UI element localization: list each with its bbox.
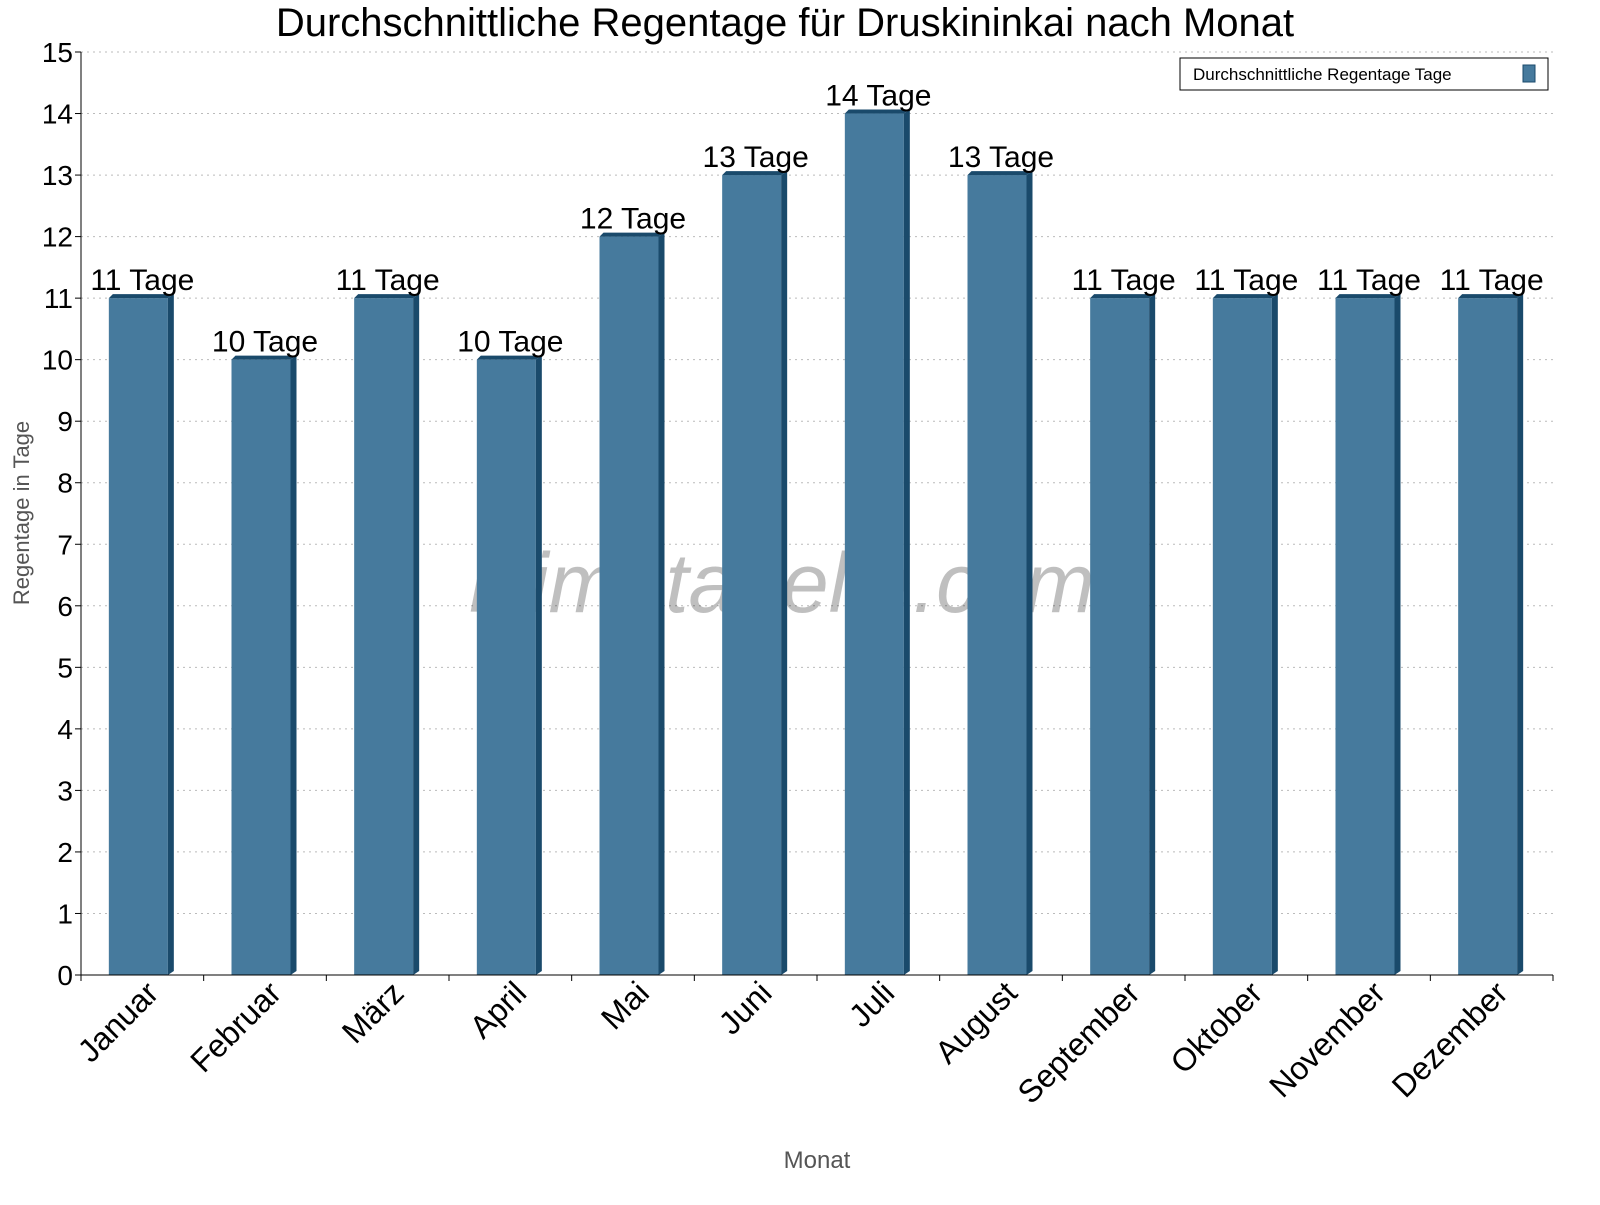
x-tick-label: April xyxy=(463,974,534,1045)
bars: 11 Tage 10 Tage 11 Tage 10 Tage 12 Tage 13 Ta… xyxy=(90,80,1544,976)
data-label: 13 Tage xyxy=(703,141,809,174)
y-tick-label: 4 xyxy=(57,714,73,745)
data-label: 11 Tage xyxy=(90,264,194,297)
bar xyxy=(599,236,659,976)
bar xyxy=(1335,298,1395,976)
data-label: 11 Tage xyxy=(1072,264,1176,297)
bar-side xyxy=(903,109,910,976)
y-tick-label: 6 xyxy=(57,591,73,622)
bar xyxy=(967,175,1027,976)
y-tick-label: 8 xyxy=(57,468,73,499)
bar-top xyxy=(599,232,665,237)
bar xyxy=(1212,298,1272,976)
data-label: 10 Tage xyxy=(457,326,563,359)
bar xyxy=(354,298,414,976)
x-tick-label: September xyxy=(1010,974,1146,1110)
bar-side xyxy=(1517,294,1524,976)
data-label: 11 Tage xyxy=(1317,264,1421,297)
data-label: 11 Tage xyxy=(1194,264,1298,297)
bar-side xyxy=(781,171,788,976)
legend-box xyxy=(1179,57,1549,91)
bar xyxy=(476,359,536,976)
bar-top xyxy=(476,355,542,360)
x-tick-label: August xyxy=(928,974,1024,1070)
y-tick-label: 12 xyxy=(42,222,73,253)
x-tick-label: Juli xyxy=(842,974,901,1033)
data-label: 12 Tage xyxy=(580,203,686,236)
y-tick-label: 9 xyxy=(57,406,73,437)
data-label: 10 Tage xyxy=(212,326,318,359)
x-tick-label: Oktober xyxy=(1163,974,1269,1080)
bar-top xyxy=(1458,294,1524,299)
y-tick-label: 11 xyxy=(44,283,73,314)
bar-side xyxy=(1026,171,1033,976)
bar xyxy=(844,113,904,976)
bar-top xyxy=(722,171,788,176)
y-tick-label: 5 xyxy=(57,652,73,683)
y-tick-label: 14 xyxy=(42,99,73,130)
bar-side xyxy=(535,355,542,976)
data-label: 11 Tage xyxy=(336,264,440,297)
bar xyxy=(108,298,168,976)
data-label: 14 Tage xyxy=(825,80,931,113)
bar-side xyxy=(1271,294,1278,976)
bar-side xyxy=(1394,294,1401,976)
bar-top xyxy=(354,294,420,299)
gridlines xyxy=(81,51,1553,914)
bar xyxy=(1458,298,1518,976)
legend-label: Durchschnittliche Regentage Tage xyxy=(1193,65,1452,84)
x-tick-label: Februar xyxy=(183,974,288,1079)
bar-side xyxy=(290,355,297,976)
y-tick-label: 1 xyxy=(57,898,73,929)
legend-swatch xyxy=(1522,64,1536,83)
bar-top xyxy=(1335,294,1401,299)
legend: Durchschnittliche Regentage Tage xyxy=(1179,57,1549,91)
y-tick-label: 13 xyxy=(42,160,73,191)
bar xyxy=(231,359,291,976)
bar-top xyxy=(108,294,174,299)
x-tick-label: November xyxy=(1262,974,1392,1104)
x-tick-label: Dezember xyxy=(1385,974,1515,1104)
bar-side xyxy=(658,232,665,976)
y-tick-label: 10 xyxy=(42,345,73,376)
bar-top xyxy=(1212,294,1278,299)
x-tick-label: Januar xyxy=(71,974,166,1069)
bar-top xyxy=(844,109,910,114)
bar-top xyxy=(1090,294,1156,299)
x-tick-label: März xyxy=(335,974,411,1050)
bar-side xyxy=(413,294,420,976)
x-axis-label: Monat xyxy=(784,1147,851,1174)
bar-top xyxy=(231,355,297,360)
bar-side xyxy=(167,294,174,976)
data-label: 11 Tage xyxy=(1440,264,1544,297)
y-tick-label: 3 xyxy=(57,775,73,806)
y-tick-label: 0 xyxy=(57,960,73,991)
bar xyxy=(722,175,782,976)
x-tick-label: Juni xyxy=(712,974,779,1041)
bar xyxy=(1090,298,1150,976)
y-tick-label: 7 xyxy=(57,529,73,560)
y-tick-label: 2 xyxy=(57,837,73,868)
y-tick-label: 15 xyxy=(42,37,73,68)
bar-top xyxy=(967,171,1033,176)
data-label: 13 Tage xyxy=(948,141,1054,174)
chart-title: Durchschnittliche Regentage für Druskini… xyxy=(276,1,1294,45)
x-tick-label: Mai xyxy=(594,974,656,1036)
y-axis-label: Regentage in Tage xyxy=(9,421,34,605)
bar-side xyxy=(1149,294,1156,976)
